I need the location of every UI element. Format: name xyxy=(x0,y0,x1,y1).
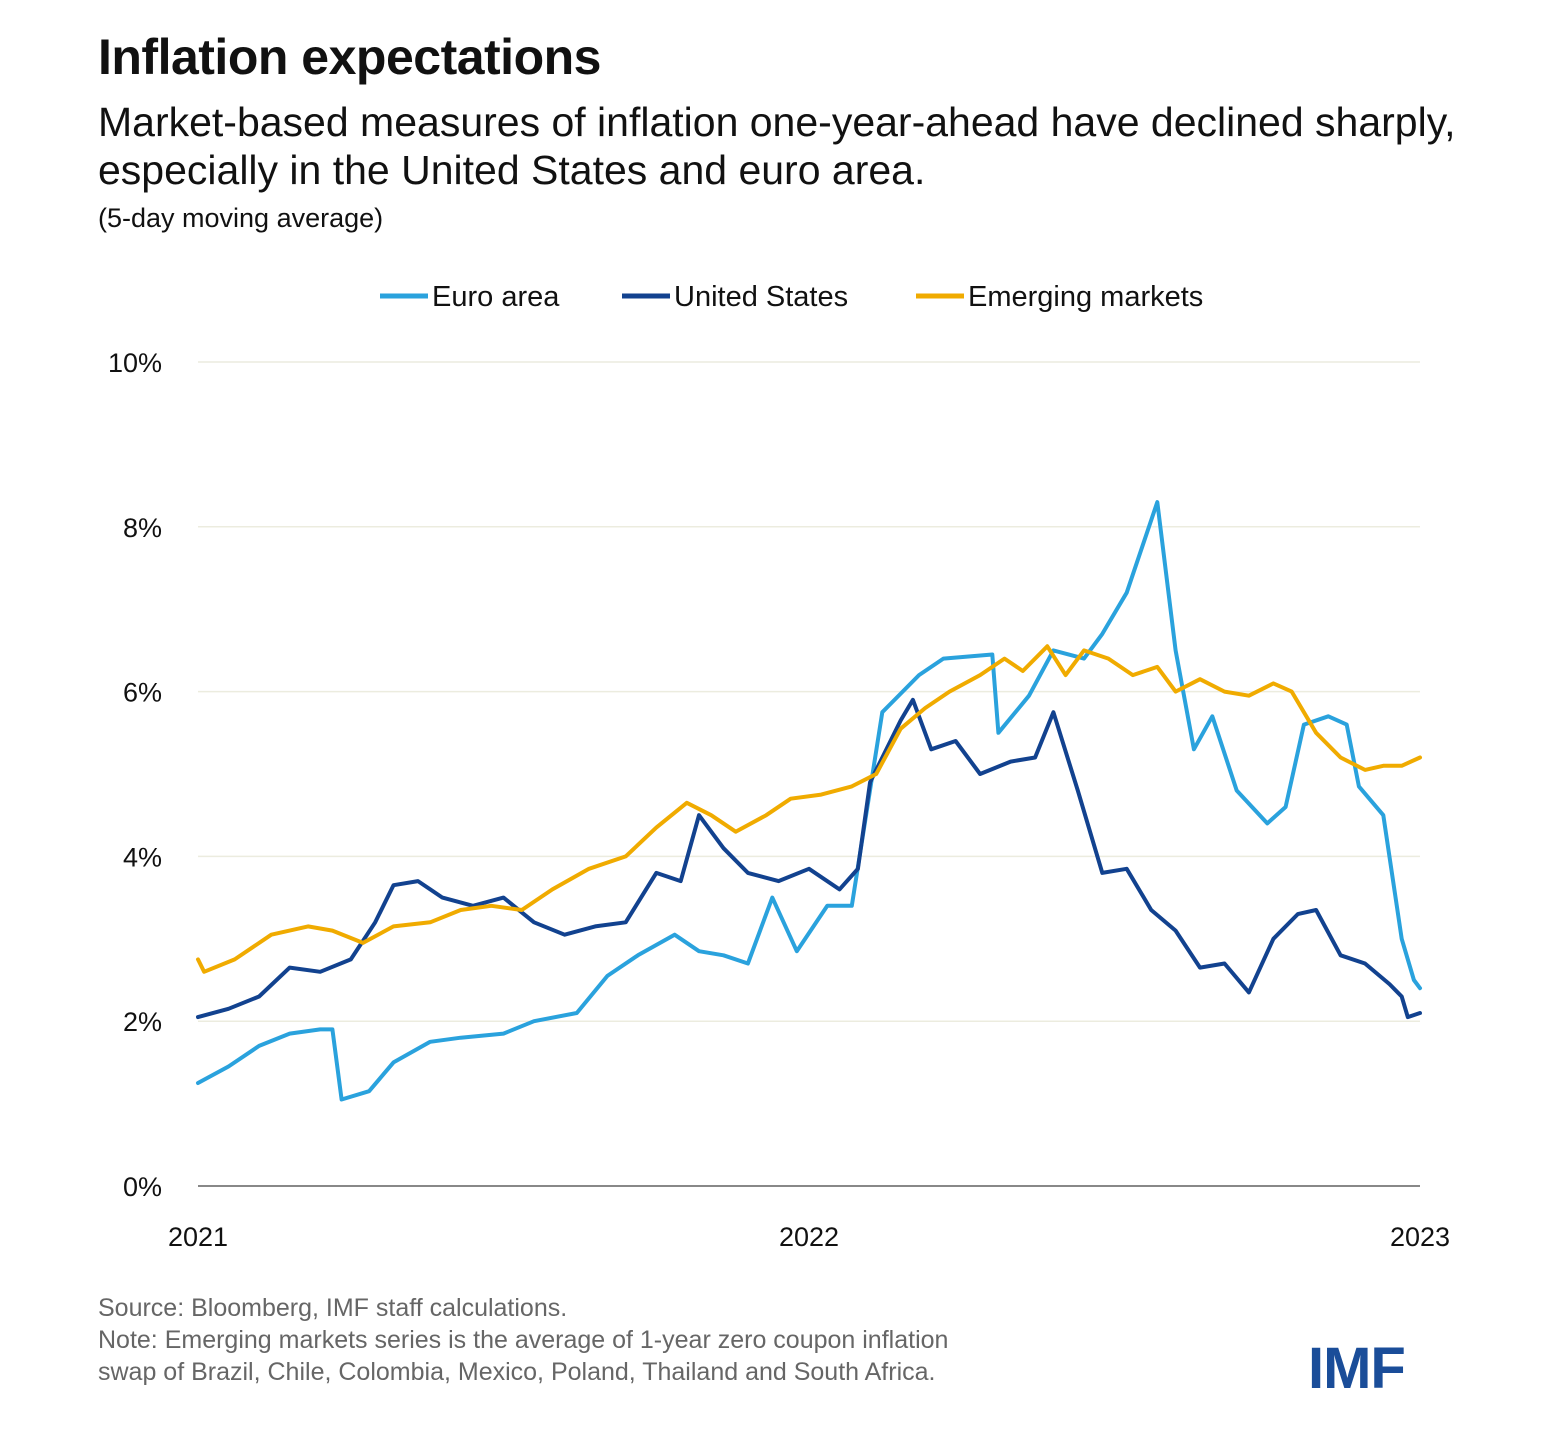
line-chart: Euro area United States Emerging markets 0… xyxy=(108,281,1450,1252)
series-line-2 xyxy=(196,644,1422,974)
y-tick-label: 6% xyxy=(123,678,162,708)
legend-label: United States xyxy=(674,281,848,313)
y-tick-label: 0% xyxy=(123,1172,162,1202)
legend-label: Euro area xyxy=(432,281,560,313)
legend-label: Emerging markets xyxy=(968,281,1203,313)
y-tick-label: 10% xyxy=(108,348,162,378)
grid-lines xyxy=(198,361,1420,1187)
x-axis-ticks: 2021 2022 2023 xyxy=(168,1222,1450,1252)
imf-logo: IMF xyxy=(1308,1336,1406,1401)
source-text: Source: Bloomberg, IMF staff calculation… xyxy=(98,1294,568,1322)
series-line-0 xyxy=(196,500,1422,1102)
series-lines xyxy=(196,500,1422,1102)
x-tick-label: 2023 xyxy=(1390,1222,1450,1252)
chart-note: (5-day moving average) xyxy=(98,203,384,233)
chart-title: Inflation expectations xyxy=(98,29,601,85)
y-tick-label: 8% xyxy=(123,513,162,543)
x-tick-label: 2021 xyxy=(168,1222,228,1252)
note-line-2: swap of Brazil, Chile, Colombia, Mexico,… xyxy=(98,1358,936,1386)
source-notes: Source: Bloomberg, IMF staff calculation… xyxy=(98,1292,948,1388)
x-tick-label: 2022 xyxy=(779,1222,839,1252)
y-tick-label: 2% xyxy=(123,1007,162,1037)
y-tick-label: 4% xyxy=(123,842,162,872)
note-line-1: Note: Emerging markets series is the ave… xyxy=(98,1326,949,1354)
series-line-1 xyxy=(196,697,1422,1020)
y-axis-ticks: 0% 2% 4% 6% 8% 10% xyxy=(108,348,162,1202)
legend: Euro area United States Emerging markets xyxy=(380,281,1203,313)
chart-subtitle: Market-based measures of inflation one-y… xyxy=(98,99,1456,193)
